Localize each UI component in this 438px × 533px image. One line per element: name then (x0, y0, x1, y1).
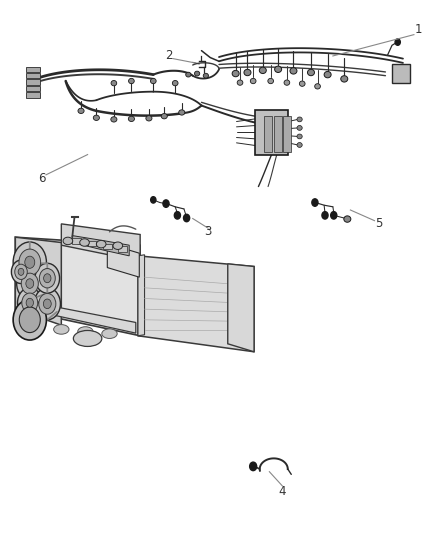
Circle shape (13, 300, 46, 340)
Ellipse shape (290, 68, 297, 74)
Circle shape (13, 242, 46, 282)
Text: 2: 2 (165, 50, 173, 62)
Ellipse shape (344, 216, 351, 222)
Ellipse shape (203, 73, 208, 78)
Polygon shape (15, 237, 61, 325)
Ellipse shape (96, 240, 106, 248)
Bar (274, 116, 282, 152)
Circle shape (250, 462, 257, 471)
Ellipse shape (314, 84, 320, 89)
Bar (118, 246, 127, 252)
Circle shape (44, 274, 51, 282)
Ellipse shape (268, 78, 273, 84)
Circle shape (35, 263, 60, 293)
Polygon shape (228, 264, 254, 352)
Polygon shape (138, 255, 145, 336)
Ellipse shape (146, 116, 152, 121)
Circle shape (39, 269, 55, 288)
Bar (26, 73, 40, 78)
Ellipse shape (54, 325, 69, 334)
Ellipse shape (111, 80, 117, 86)
Ellipse shape (297, 117, 302, 122)
Ellipse shape (194, 71, 200, 76)
Ellipse shape (341, 76, 348, 82)
Circle shape (331, 212, 337, 219)
Bar (88, 241, 96, 246)
Circle shape (11, 260, 31, 284)
Ellipse shape (74, 330, 102, 346)
Ellipse shape (150, 78, 156, 84)
Ellipse shape (63, 237, 73, 245)
Ellipse shape (80, 239, 89, 246)
Circle shape (151, 197, 156, 203)
Circle shape (174, 212, 180, 219)
Bar (255, 110, 288, 155)
Bar (103, 244, 112, 249)
Circle shape (39, 293, 56, 314)
Circle shape (19, 249, 41, 276)
Circle shape (15, 264, 27, 279)
Ellipse shape (161, 114, 167, 119)
Circle shape (26, 279, 34, 288)
Ellipse shape (128, 116, 134, 122)
Bar (72, 238, 81, 244)
Ellipse shape (284, 80, 290, 85)
Bar (26, 92, 40, 98)
Circle shape (18, 288, 42, 318)
Bar (264, 116, 272, 152)
Ellipse shape (297, 142, 302, 147)
Ellipse shape (297, 134, 302, 139)
Ellipse shape (307, 69, 314, 76)
Text: 5: 5 (375, 217, 382, 230)
Ellipse shape (232, 70, 239, 77)
Bar (26, 67, 40, 72)
Ellipse shape (111, 117, 117, 122)
Circle shape (26, 298, 33, 307)
Circle shape (312, 199, 318, 206)
Ellipse shape (186, 72, 191, 77)
Ellipse shape (78, 108, 84, 114)
Polygon shape (61, 224, 140, 261)
Ellipse shape (299, 81, 305, 86)
Bar (26, 86, 40, 91)
Circle shape (18, 268, 24, 276)
Polygon shape (107, 244, 139, 277)
Circle shape (21, 273, 39, 294)
Ellipse shape (237, 80, 243, 85)
Polygon shape (15, 237, 140, 336)
Ellipse shape (179, 110, 185, 115)
Bar (283, 116, 291, 152)
Ellipse shape (102, 329, 117, 338)
Ellipse shape (297, 126, 302, 131)
Ellipse shape (259, 67, 266, 74)
Circle shape (163, 200, 169, 207)
Circle shape (17, 268, 43, 300)
Ellipse shape (173, 80, 178, 86)
Ellipse shape (93, 115, 99, 120)
Bar (26, 79, 40, 85)
Circle shape (19, 307, 40, 333)
Polygon shape (72, 236, 129, 256)
Text: 6: 6 (38, 172, 46, 185)
Circle shape (25, 256, 35, 268)
Ellipse shape (250, 78, 256, 84)
Circle shape (34, 288, 60, 320)
Text: 4: 4 (279, 485, 286, 498)
Circle shape (22, 293, 38, 312)
Polygon shape (138, 256, 254, 352)
Ellipse shape (113, 242, 123, 249)
Bar (392, 64, 410, 83)
Ellipse shape (324, 71, 331, 78)
Ellipse shape (244, 69, 251, 76)
Circle shape (395, 39, 400, 45)
Circle shape (322, 212, 328, 219)
Ellipse shape (275, 66, 282, 72)
Text: 1: 1 (414, 23, 422, 36)
Polygon shape (26, 301, 136, 333)
Circle shape (184, 214, 190, 222)
Text: 3: 3 (205, 225, 212, 238)
Ellipse shape (78, 327, 93, 336)
Circle shape (43, 299, 51, 309)
Ellipse shape (129, 78, 134, 84)
